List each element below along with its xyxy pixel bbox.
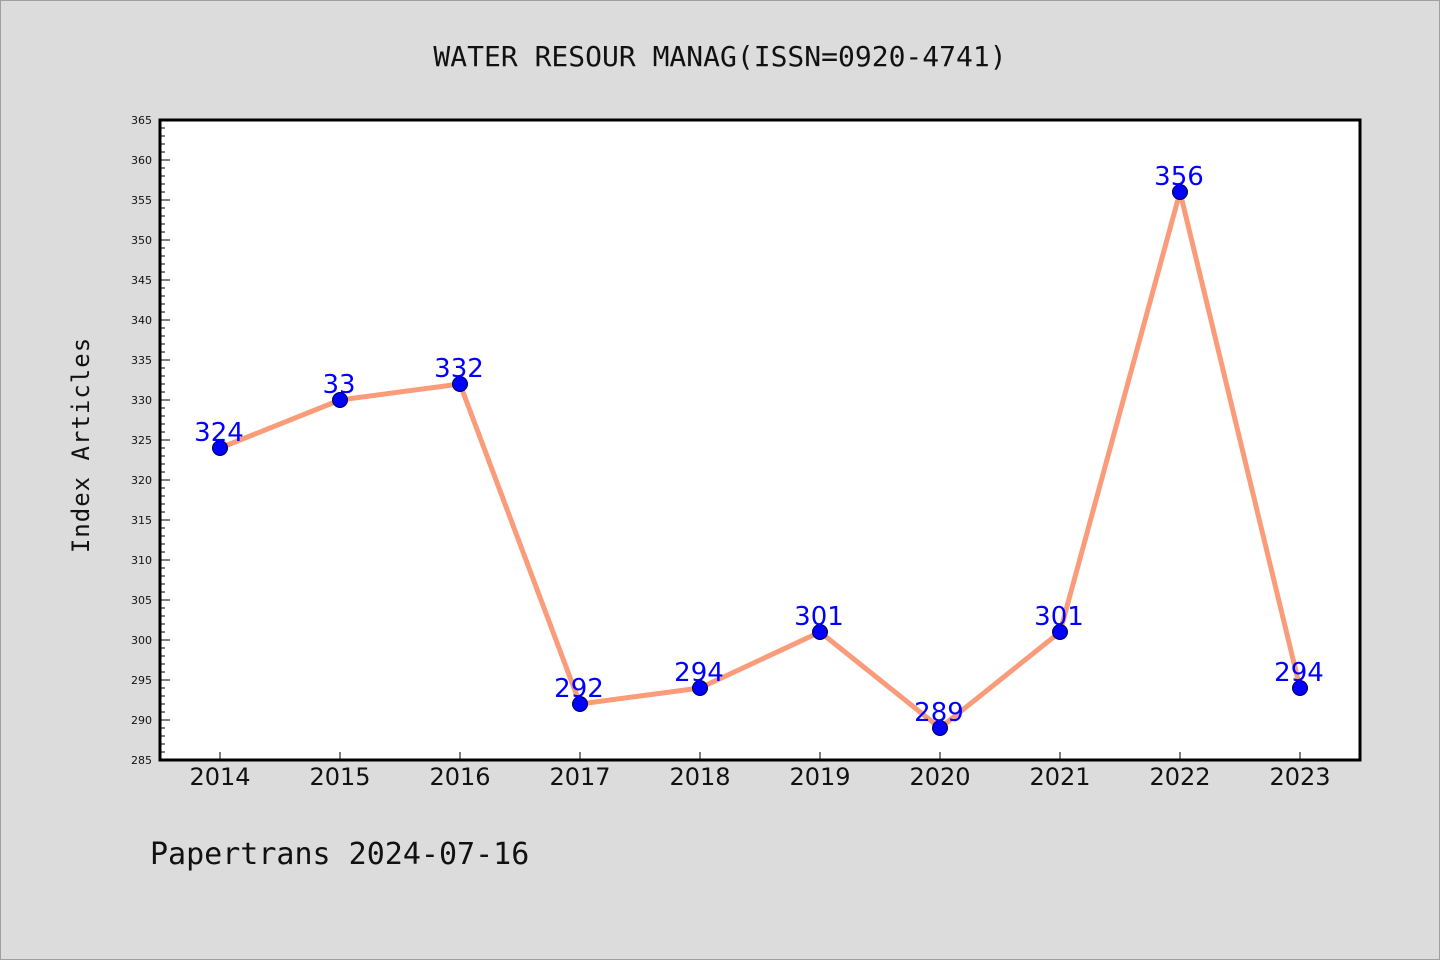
data-label: 356 bbox=[1154, 162, 1204, 192]
y-tick-label: 340 bbox=[131, 314, 152, 327]
data-label: 294 bbox=[1274, 658, 1324, 688]
data-label: 33 bbox=[322, 370, 355, 400]
y-tick-label: 295 bbox=[131, 674, 152, 687]
y-tick-label: 290 bbox=[131, 714, 152, 727]
x-tick-label: 2020 bbox=[909, 763, 970, 791]
data-label: 324 bbox=[194, 418, 244, 448]
data-point bbox=[212, 440, 228, 456]
data-label: 332 bbox=[434, 354, 484, 384]
data-point bbox=[932, 720, 948, 736]
y-tick-label: 300 bbox=[131, 634, 152, 647]
y-axis-label: Index Articles bbox=[67, 337, 95, 553]
chart-title: WATER RESOUR MANAG(ISSN=0920-4741) bbox=[433, 40, 1006, 73]
y-tick-label: 305 bbox=[131, 594, 152, 607]
data-label: 294 bbox=[674, 658, 724, 688]
x-tick-label: 2016 bbox=[429, 763, 490, 791]
footer-text: Papertrans 2024-07-16 bbox=[150, 837, 529, 872]
y-tick-label: 365 bbox=[131, 114, 152, 127]
y-tick-label: 315 bbox=[131, 514, 152, 527]
plot-area bbox=[158, 118, 1362, 762]
y-tick-label: 320 bbox=[131, 474, 152, 487]
y-tick-label: 355 bbox=[131, 194, 152, 207]
data-label: 292 bbox=[554, 674, 604, 704]
x-tick-label: 2014 bbox=[189, 763, 250, 791]
x-tick-label: 2018 bbox=[669, 763, 730, 791]
data-point bbox=[332, 392, 348, 408]
data-point bbox=[1052, 624, 1068, 640]
data-label: 289 bbox=[914, 698, 964, 728]
series-line bbox=[217, 189, 1303, 731]
x-tick-label: 2023 bbox=[1269, 763, 1330, 791]
x-tick-label: 2019 bbox=[789, 763, 850, 791]
x-tick-label: 2017 bbox=[549, 763, 610, 791]
x-tick-label: 2022 bbox=[1149, 763, 1210, 791]
y-tick-label: 350 bbox=[131, 234, 152, 247]
data-label: 301 bbox=[1034, 602, 1084, 632]
data-point bbox=[572, 696, 588, 712]
data-point bbox=[1292, 680, 1308, 696]
data-point bbox=[1172, 184, 1188, 200]
y-tick-label: 345 bbox=[131, 274, 152, 287]
y-tick-label: 335 bbox=[131, 354, 152, 367]
data-point bbox=[452, 376, 468, 392]
x-axis: 2014 2015 2016 2017 2018 2019 2020 2021 2022 2023 bbox=[189, 752, 1331, 791]
data-point bbox=[812, 624, 828, 640]
y-tick-label: 310 bbox=[131, 554, 152, 567]
y-tick-label: 285 bbox=[131, 754, 152, 767]
x-tick-label: 2021 bbox=[1029, 763, 1090, 791]
y-tick-label: 325 bbox=[131, 434, 152, 447]
series-index-articles: 324 33 332 292 294 301 289 301 356 294 bbox=[194, 162, 1324, 736]
data-point bbox=[692, 680, 708, 696]
y-tick-label: 360 bbox=[131, 154, 152, 167]
x-tick-label: 2015 bbox=[309, 763, 370, 791]
y-tick-label: 330 bbox=[131, 394, 152, 407]
data-label: 301 bbox=[794, 602, 844, 632]
y-axis: 285 290 295 300 305 310 315 320 325 330 335 340 345 3… bbox=[131, 114, 170, 767]
